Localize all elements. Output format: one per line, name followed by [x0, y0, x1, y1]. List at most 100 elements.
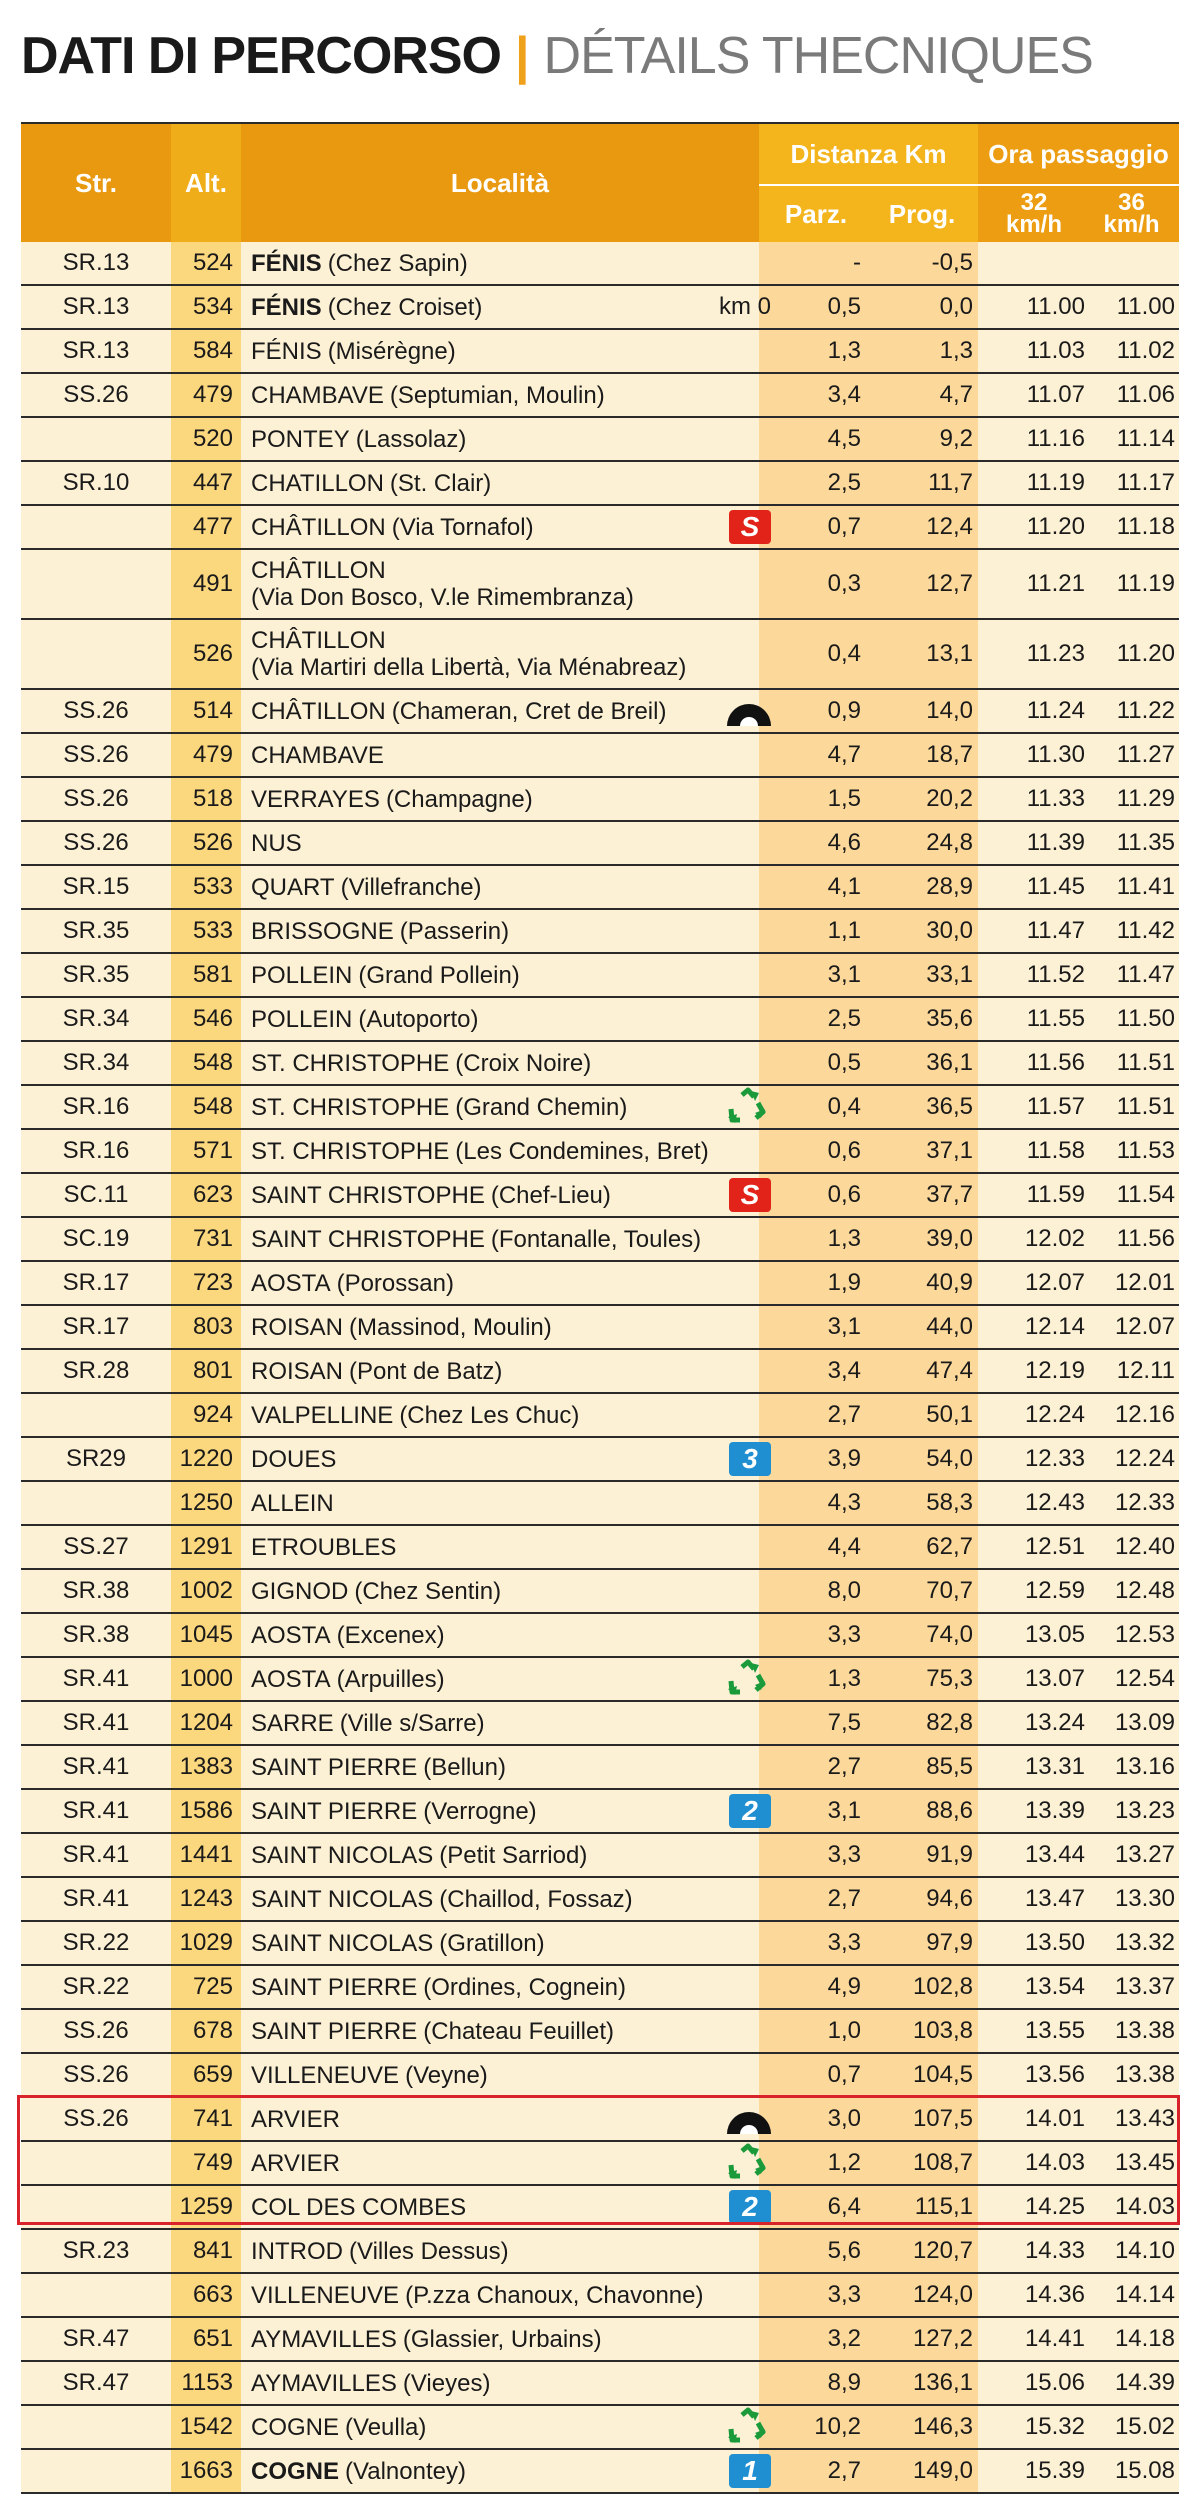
- locality-detail: (Vieyes): [402, 2369, 491, 2397]
- locality-detail: (Autoporto): [358, 1005, 479, 1033]
- speed-32-value: 32: [1020, 189, 1048, 216]
- locality-detail: (Les Condemines, Bret): [455, 1137, 709, 1165]
- locality-town: AOSTA: [251, 1665, 331, 1693]
- locality-town: VILLENEUVE: [251, 2061, 400, 2089]
- road-code: [21, 2186, 171, 2228]
- time-32kmh: 13.39: [1024, 1797, 1085, 1824]
- time-32kmh: 11.57: [1026, 1093, 1085, 1120]
- locality: CHÂTILLON (Chameran, Cret de Breil): [251, 690, 751, 732]
- locality-town: ARVIER: [251, 2149, 340, 2177]
- altitude: 731: [171, 1218, 241, 1260]
- time-32kmh: 11.24: [1026, 697, 1085, 724]
- table-row: SR.16 571 ST. CHRISTOPHE (Les Condemines, B…: [21, 1130, 1179, 1174]
- time-32kmh: 14.25: [1024, 2193, 1085, 2220]
- time-32kmh: 11.33: [1026, 785, 1085, 812]
- partial-distance: 3,1: [827, 961, 861, 988]
- table-row: SS.26 518 VERRAYES (Champagne) 1,5 20,2 11.33 1…: [21, 778, 1179, 822]
- road-code: SR.47: [62, 2325, 130, 2352]
- locality-town: COGNE: [251, 2413, 340, 2441]
- distance-cell-bg: [759, 998, 978, 1040]
- progressive-distance: 85,5: [926, 1753, 973, 1780]
- partial-distance: 3,3: [827, 1841, 861, 1868]
- row-icon-cell: [701, 2098, 771, 2140]
- time-32kmh: 11.39: [1026, 829, 1085, 856]
- time-36kmh: 14.14: [1114, 2281, 1175, 2308]
- altitude: 1383: [171, 1746, 241, 1788]
- row-icon-cell: 1: [701, 2450, 771, 2492]
- time-36kmh: 11.50: [1116, 1005, 1175, 1032]
- altitude: 841: [171, 2230, 241, 2272]
- distance-cell-bg: [759, 462, 978, 504]
- table-row: SS.26 514 CHÂTILLON (Chameran, Cret de Brei…: [21, 690, 1179, 734]
- distance-cell-bg: [759, 506, 978, 548]
- road-code: SR.41: [62, 1797, 130, 1824]
- sprint-icon: S: [729, 510, 771, 544]
- distance-cell-bg: [759, 1130, 978, 1172]
- table-row: SS.26 659 VILLENEUVE (Veyne) 0,7 104,5 13.56 13…: [21, 2054, 1179, 2098]
- altitude: 1586: [171, 1790, 241, 1832]
- time-32kmh: 11.23: [1026, 640, 1085, 667]
- locality-town: VILLENEUVE: [251, 2281, 400, 2309]
- locality-town: ST. CHRISTOPHE: [251, 1137, 450, 1165]
- locality: BRISSOGNE (Passerin): [251, 910, 751, 952]
- locality: VERRAYES (Champagne): [251, 778, 751, 820]
- road-code: SS.26: [63, 2017, 129, 2044]
- locality-town: CHAMBAVE: [251, 381, 384, 409]
- locality-detail: (Grand Pollein): [358, 961, 520, 989]
- locality-detail: (Chaillod, Fossaz): [439, 1885, 633, 1913]
- time-36kmh: 12.48: [1114, 1577, 1175, 1604]
- locality: SAINT NICOLAS (Chaillod, Fossaz): [251, 1878, 751, 1920]
- altitude: 526: [171, 620, 241, 688]
- progressive-distance: 54,0: [926, 1445, 973, 1472]
- locality-town: ETROUBLES: [251, 1533, 397, 1561]
- partial-distance: 3,9: [827, 1445, 861, 1472]
- sprint-icon: S: [729, 1178, 771, 1212]
- road-code: SR.41: [62, 1709, 130, 1736]
- locality-town: AYMAVILLES: [251, 2325, 397, 2353]
- table-row: 924 VALPELLINE (Chez Les Chuc) 2,7 50,1 12.24…: [21, 1394, 1179, 1438]
- partial-distance: 7,5: [827, 1709, 861, 1736]
- time-36kmh: 11.54: [1116, 1181, 1175, 1208]
- altitude: 479: [171, 374, 241, 416]
- time-36kmh: 12.53: [1114, 1621, 1175, 1648]
- progressive-distance: 104,5: [912, 2061, 973, 2088]
- table-row: SR29 1220 DOUES 3 3,9 54,0 12.33 12.24: [21, 1438, 1179, 1482]
- table-row: 1250 ALLEIN 4,3 58,3 12.43 12.33: [21, 1482, 1179, 1526]
- time-36kmh: 11.20: [1116, 640, 1175, 667]
- time-32kmh: 12.59: [1024, 1577, 1085, 1604]
- partial-distance: -: [853, 249, 861, 276]
- distance-cell-bg: [759, 2362, 978, 2404]
- time-32kmh: 13.55: [1024, 2017, 1085, 2044]
- locality-town: AOSTA: [251, 1621, 331, 1649]
- distance-cell-bg: [759, 1790, 978, 1832]
- progressive-distance: 91,9: [926, 1841, 973, 1868]
- altitude: 678: [171, 2010, 241, 2052]
- table-row: SR.22 725 SAINT PIERRE (Ordines, Cognein) 4,…: [21, 1966, 1179, 2010]
- time-32kmh: 13.05: [1024, 1621, 1085, 1648]
- partial-distance: 1,5: [827, 785, 861, 812]
- locality-detail: (Via Tornafol): [391, 513, 534, 541]
- locality: ROISAN (Pont de Batz): [251, 1350, 751, 1392]
- time-36kmh: 13.16: [1114, 1753, 1175, 1780]
- table-row: SR.13 534 FÉNIS (Chez Croiset) km 0 0,5 0,0 11.…: [21, 286, 1179, 330]
- time-36kmh: 11.56: [1116, 1225, 1175, 1252]
- progressive-distance: 37,7: [926, 1181, 973, 1208]
- road-code: SS.26: [63, 381, 129, 408]
- locality-town: POLLEIN: [251, 1005, 353, 1033]
- table-row: 491 CHÂTILLON (Via Don Bosco, V.le Rimembr…: [21, 550, 1179, 620]
- locality-town: CHÂTILLON: [251, 557, 386, 584]
- altitude: 524: [171, 242, 241, 284]
- locality-town: DOUES: [251, 1445, 337, 1473]
- progressive-distance: 13,1: [926, 640, 973, 667]
- altitude: 801: [171, 1350, 241, 1392]
- altitude: 1204: [171, 1702, 241, 1744]
- progressive-distance: 24,8: [926, 829, 973, 856]
- locality-town: CHÂTILLON: [251, 627, 386, 654]
- table-row: SR.38 1045 AOSTA (Excenex) 3,3 74,0 13.05 12.53: [21, 1614, 1179, 1658]
- locality: FÉNIS (Chez Sapin): [251, 242, 751, 284]
- header-prog: Prog.: [888, 198, 956, 229]
- distance-cell-bg: [759, 1086, 978, 1128]
- locality-detail: (Grand Chemin): [455, 1093, 628, 1121]
- road-code: SR.13: [62, 249, 130, 276]
- locality-town: SAINT NICOLAS: [251, 1929, 434, 1957]
